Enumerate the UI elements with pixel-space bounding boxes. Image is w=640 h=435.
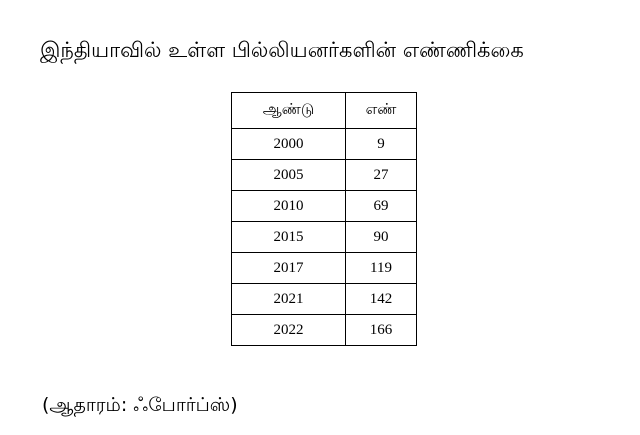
table-row: 2017 119 [231, 252, 417, 284]
page-title: இந்தியாவில் உள்ள பில்லியனர்களின் எண்ணிக்… [40, 38, 524, 62]
cell-count: 69 [345, 190, 417, 222]
cell-year: 2022 [231, 314, 346, 346]
cell-year: 2017 [231, 252, 346, 284]
cell-year: 2021 [231, 283, 346, 315]
table-row: 2010 69 [231, 190, 417, 222]
source-note: (ஆதாரம்: ஃபோர்ப்ஸ்) [42, 394, 238, 416]
table-row: 2000 9 [231, 128, 417, 160]
cell-count: 142 [345, 283, 417, 315]
cell-count: 27 [345, 159, 417, 191]
cell-count: 119 [345, 252, 417, 284]
cell-count: 90 [345, 221, 417, 253]
table-row: 2015 90 [231, 221, 417, 253]
header-count: எண் [345, 92, 417, 129]
cell-year: 2005 [231, 159, 346, 191]
billionaires-table: ஆண்டு எண் 2000 9 2005 27 2010 69 2015 90 2017 119… [231, 92, 417, 346]
header-year: ஆண்டு [231, 92, 346, 129]
cell-year: 2015 [231, 221, 346, 253]
table-row: 2005 27 [231, 159, 417, 191]
cell-year: 2010 [231, 190, 346, 222]
cell-count: 166 [345, 314, 417, 346]
table-row: 2022 166 [231, 314, 417, 346]
table-header-row: ஆண்டு எண் [231, 92, 417, 129]
table-row: 2021 142 [231, 283, 417, 315]
cell-count: 9 [345, 128, 417, 160]
cell-year: 2000 [231, 128, 346, 160]
